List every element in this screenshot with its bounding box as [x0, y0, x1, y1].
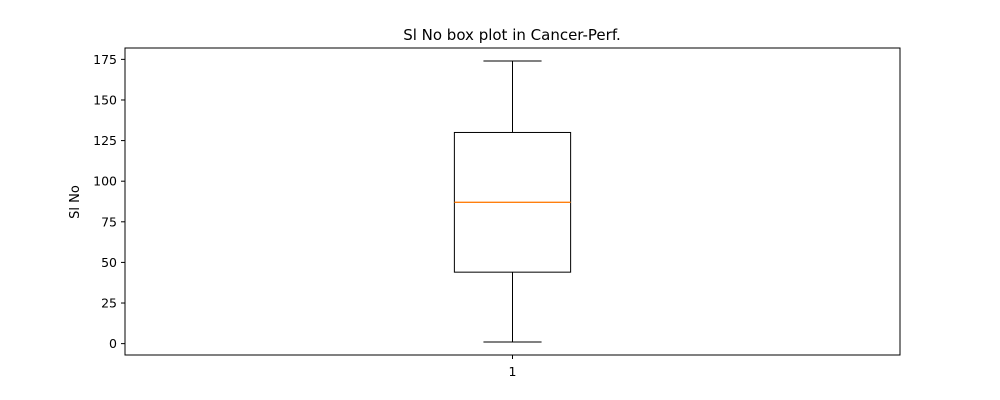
y-tick-label: 25: [101, 296, 117, 311]
boxes-group: [453, 60, 572, 343]
x-axis: 1: [509, 355, 517, 379]
y-tick-label: 0: [109, 336, 117, 351]
y-tick-label: 125: [93, 133, 117, 148]
x-tick-label: 1: [509, 364, 517, 379]
y-tick-label: 175: [93, 52, 117, 67]
y-axis-label: Sl No: [68, 185, 83, 219]
y-axis: 0 25 50 75 100 125 150 175: [93, 52, 125, 351]
y-tick-label: 75: [101, 214, 117, 229]
box-series: [453, 60, 572, 343]
y-tick-label: 100: [93, 174, 117, 189]
y-tick-label: 50: [101, 255, 117, 270]
chart-title: Sl No box plot in Cancer-Perf.: [403, 26, 621, 44]
y-tick-label: 150: [93, 92, 117, 107]
